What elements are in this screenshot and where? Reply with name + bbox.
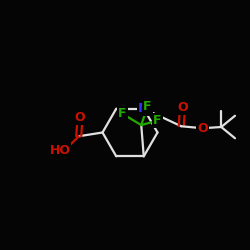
Text: O: O	[75, 111, 85, 124]
Text: O: O	[197, 122, 208, 135]
Text: N: N	[138, 102, 149, 115]
Text: F: F	[143, 100, 152, 113]
Text: F: F	[118, 107, 127, 120]
Text: O: O	[177, 101, 188, 114]
Text: F: F	[153, 114, 162, 127]
Text: HO: HO	[50, 144, 70, 156]
